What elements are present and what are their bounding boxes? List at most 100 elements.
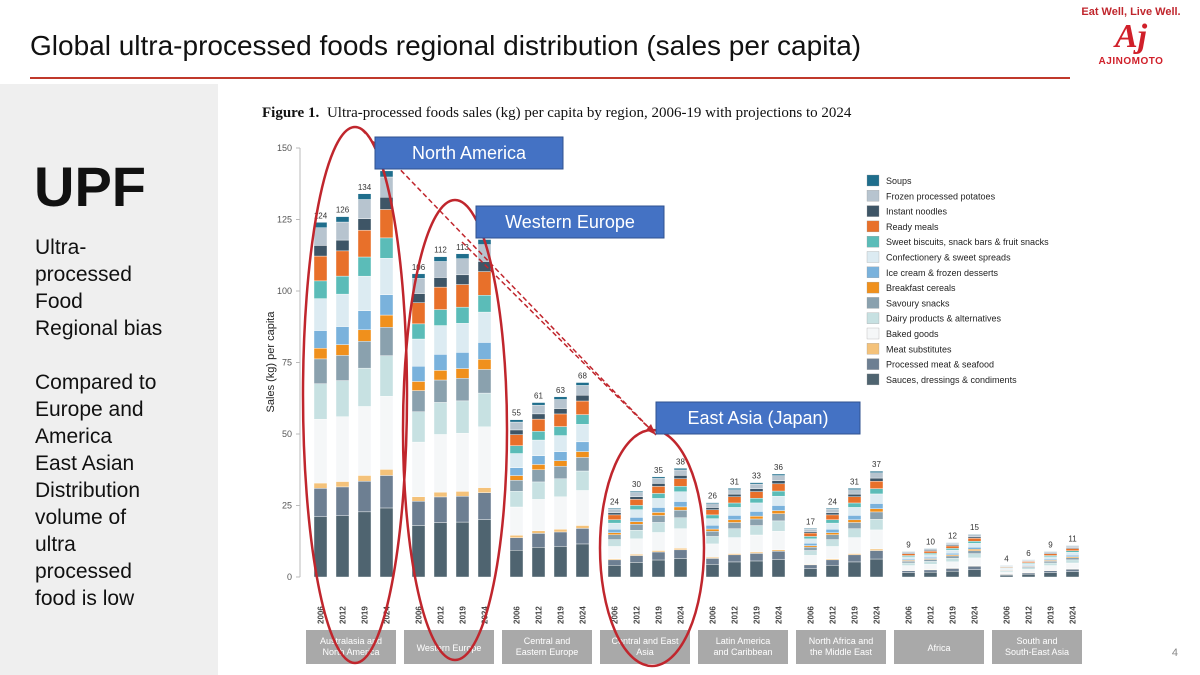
bar-segment [727,519,742,523]
x-tick-year: 2006 [1003,606,1012,624]
bar-segment [629,538,644,555]
bar-segment [705,525,720,530]
bar-segment [1043,556,1058,560]
bar-segment [509,429,524,435]
bar-segment [901,556,916,560]
bar-segment [847,554,862,563]
bar-segment [771,559,786,578]
bar-segment [1043,565,1058,571]
bar-segment [455,258,470,276]
bar-segment [379,355,394,397]
trend-arrow-western-europe [461,241,657,436]
bar-segment [651,522,666,533]
bar-segment [335,416,350,482]
bar-segment [1065,557,1080,561]
bar-segment [1021,569,1036,573]
bar-segment [455,496,470,523]
bar-segment [705,518,720,526]
region-label-box [796,630,886,664]
y-axis-label: Sales (kg) per capita [265,311,277,413]
sidebar-text-definition: Ultra- processed Food Regional bias [35,236,163,340]
x-tick-year: 2006 [807,606,816,624]
bar-segment [923,554,938,558]
bar-segment [629,524,644,531]
x-tick-year: 2019 [1047,606,1056,624]
bar-segment [803,568,818,578]
y-tick-label: 150 [277,143,292,153]
bar-total-label: 63 [556,386,565,395]
bar-segment [673,468,688,471]
bar-segment [825,529,840,533]
bar-total-label: 35 [654,466,663,475]
bar-segment [967,546,982,550]
bar-segment [771,513,786,522]
bar-segment [803,531,818,534]
highlight-ellipse-western-europe [401,198,509,662]
bar-total-label: 36 [774,463,783,472]
bar-segment [847,522,862,529]
bar-segment [869,493,884,504]
y-tick-label: 75 [282,358,292,368]
bar-segment [433,286,448,310]
bar-segment [357,310,372,331]
bar-segment [1043,553,1058,556]
bar-segment [335,293,350,327]
region-label-box [698,630,788,664]
bar-segment [335,250,350,277]
bar-total-label: 55 [512,409,521,418]
bar-segment [509,506,524,536]
legend-label: Sauces, dressings & condiments [886,375,1017,385]
bar-segment [847,528,862,538]
bar-segment [727,561,742,578]
bar-segment [607,519,622,524]
bar-segment [945,542,960,544]
bar-segment [923,559,938,562]
bar-segment [379,294,394,316]
bar-segment [803,528,818,532]
bar-segment [825,522,840,530]
bar-segment [509,491,524,508]
bar-segment [1065,554,1080,557]
bar-segment [607,514,622,520]
bar-segment [825,508,840,510]
bar-segment [673,478,688,487]
bar-total-label: 37 [872,460,881,469]
bar-segment [749,491,764,499]
legend-swatch [866,251,880,263]
bar-segment [477,487,492,493]
x-tick-year: 2024 [971,606,980,624]
bar-total-label: 24 [828,497,837,506]
bar-segment [945,545,960,549]
bar-segment [607,532,622,535]
bar-segment [967,553,982,559]
bar-segment [1043,562,1058,566]
sidebar-panel: UPF Ultra- processed Food Regional bias … [0,84,218,675]
bar-segment [575,400,590,415]
bar-segment [433,496,448,523]
x-tick-year: 2024 [677,606,686,624]
legend-label: Baked goods [886,329,939,339]
bar-segment [531,533,546,548]
bar-segment [749,534,764,553]
bar-segment [771,551,786,560]
bar-segment [607,539,622,547]
bar-segment [1021,563,1036,566]
callout-box-east-asia [655,401,861,435]
sidebar-text-comparison: Compared to Europe and America East Asia… [35,371,157,610]
bar-segment [477,295,492,313]
bar-segment [455,491,470,497]
figure-title-text: Ultra-processed foods sales (kg) per cap… [327,105,852,121]
bar-segment [509,421,524,431]
bar-segment [673,547,688,551]
brand-name: AJINOMOTO [1098,56,1164,67]
bar-segment [869,481,884,489]
bar-segment [335,380,350,417]
bar-segment [727,489,742,495]
bar-segment [651,498,666,508]
bar-segment [335,216,350,223]
bar-segment [771,520,786,532]
bar-segment [749,551,764,554]
bar-segment [727,507,742,516]
bar-segment [945,552,960,556]
bar-segment [1021,559,1036,561]
